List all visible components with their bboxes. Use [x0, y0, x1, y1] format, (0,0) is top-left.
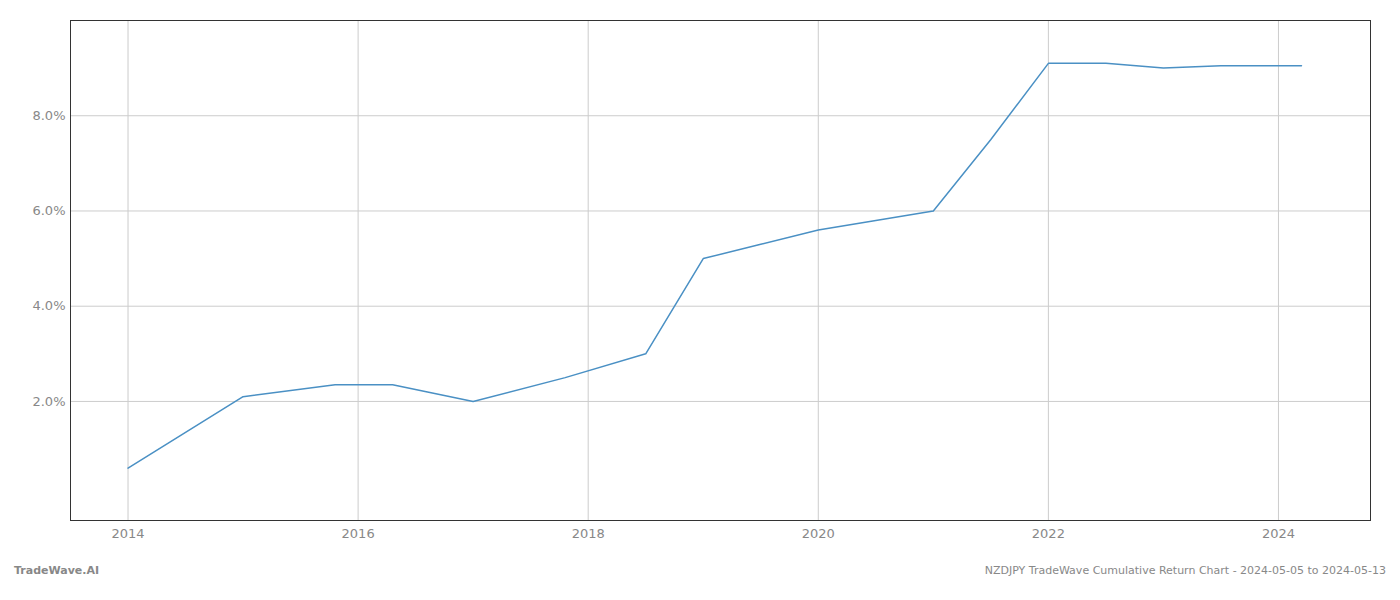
svg-text:2020: 2020 — [802, 526, 835, 541]
html-text:NZDJPY TradeWave Cumulative Re: NZDJPY TradeWave Cumulative Return Chart… — [984, 564, 1386, 577]
svg-text:2018: 2018 — [572, 526, 605, 541]
svg-text:2.0%: 2.0% — [32, 394, 65, 409]
svg-text:4.0%: 4.0% — [32, 298, 65, 313]
svg-text:2024: 2024 — [1262, 526, 1295, 541]
svg-text:6.0%: 6.0% — [32, 203, 65, 218]
svg-text:8.0%: 8.0% — [32, 108, 65, 123]
html-text:TradeWave.AI: TradeWave.AI — [14, 564, 100, 577]
svg-text:2016: 2016 — [342, 526, 375, 541]
svg-text:2022: 2022 — [1032, 526, 1065, 541]
svg-text:2014: 2014 — [111, 526, 144, 541]
